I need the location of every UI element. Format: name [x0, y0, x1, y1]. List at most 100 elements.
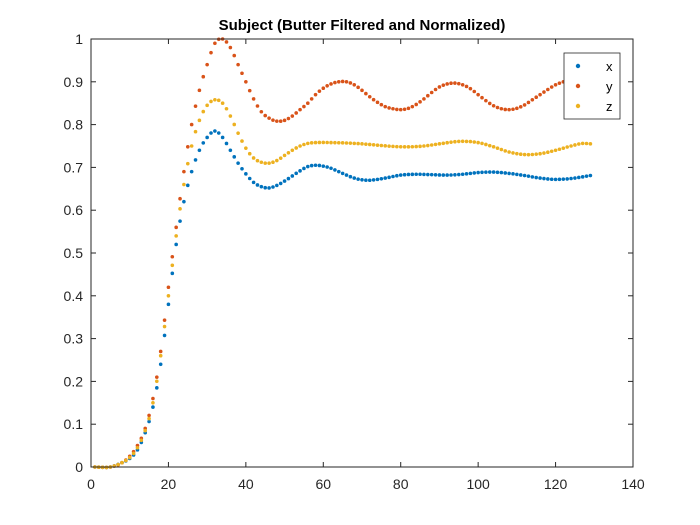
data-point: [480, 141, 484, 146]
data-point: [220, 135, 225, 140]
data-point: [406, 172, 411, 177]
data-point: [178, 219, 182, 223]
data-point: [302, 104, 306, 109]
data-point: [406, 145, 411, 149]
data-point: [503, 171, 508, 175]
data-point: [162, 318, 167, 322]
data-point: [476, 92, 480, 97]
data-point: [507, 150, 511, 154]
data-point: [259, 109, 264, 114]
legend-marker-x: [575, 63, 581, 69]
data-point: [538, 92, 542, 97]
y-tick-label: 0.6: [64, 202, 84, 218]
data-point: [240, 71, 244, 76]
data-point: [515, 151, 519, 156]
data-point: [232, 53, 237, 58]
data-point: [573, 176, 577, 180]
data-point: [294, 171, 298, 176]
data-point: [356, 141, 360, 146]
data-point: [499, 147, 504, 152]
data-point: [275, 183, 279, 188]
data-point: [340, 171, 345, 176]
data-point: [453, 173, 457, 177]
data-point: [429, 90, 434, 95]
data-point: [185, 161, 190, 166]
data-point: [379, 143, 384, 148]
data-point: [329, 82, 333, 86]
data-point: [271, 185, 275, 189]
data-point: [321, 86, 326, 91]
data-point: [515, 172, 519, 177]
data-point: [278, 119, 283, 123]
data-point: [395, 107, 399, 112]
data-point: [395, 144, 399, 149]
data-point: [306, 101, 310, 105]
data-point: [398, 144, 403, 149]
data-point: [263, 185, 268, 190]
data-point: [244, 146, 248, 150]
y-tick-label: 0.4: [64, 288, 84, 304]
data-point: [437, 142, 442, 146]
data-point: [391, 174, 395, 179]
data-point: [209, 99, 213, 104]
data-point: [170, 271, 175, 276]
data-point: [313, 163, 318, 168]
data-point: [553, 148, 558, 153]
data-point: [116, 462, 120, 467]
data-point: [530, 152, 535, 157]
legend-label-z: z: [606, 99, 613, 114]
data-point: [286, 150, 291, 155]
data-point: [418, 172, 422, 177]
legend-marker-z: [575, 103, 581, 109]
data-point: [275, 119, 279, 123]
data-point: [460, 83, 465, 87]
x-tick-label: 0: [87, 476, 95, 492]
data-point: [290, 174, 295, 178]
data-point: [588, 142, 593, 146]
data-point: [182, 199, 186, 204]
data-point: [189, 144, 194, 148]
data-point: [193, 129, 198, 134]
data-point: [282, 118, 287, 123]
data-point: [546, 177, 550, 181]
data-point: [371, 97, 376, 102]
data-point: [329, 140, 333, 145]
data-point: [294, 111, 298, 115]
data-point: [251, 97, 256, 101]
data-point: [247, 176, 252, 181]
data-point: [282, 153, 287, 158]
data-point: [286, 176, 291, 181]
data-point: [387, 175, 391, 180]
data-point: [348, 81, 353, 85]
data-point: [352, 83, 357, 87]
data-point: [402, 145, 407, 149]
data-point: [205, 62, 209, 67]
data-point: [240, 166, 244, 171]
data-point: [139, 438, 144, 443]
data-point: [553, 83, 558, 87]
data-point: [534, 95, 539, 100]
data-point: [565, 177, 569, 181]
data-point: [549, 85, 554, 89]
data-point: [491, 170, 496, 174]
data-point: [565, 145, 569, 149]
data-point: [383, 144, 388, 148]
data-point: [155, 379, 159, 384]
data-point: [325, 165, 329, 169]
legend-items: xyz: [575, 59, 613, 114]
data-point: [329, 166, 333, 171]
data-point: [170, 263, 175, 268]
data-point: [178, 196, 182, 201]
data-point: [147, 419, 151, 424]
y-tick-label: 0.9: [64, 74, 84, 90]
data-point: [441, 173, 446, 177]
data-point: [588, 173, 593, 178]
chart-title: Subject (Butter Filtered and Normalized): [219, 17, 506, 34]
data-point: [224, 40, 229, 44]
data-point: [402, 107, 407, 112]
data-point: [441, 83, 446, 87]
x-tick-label: 60: [315, 476, 331, 492]
data-point: [298, 107, 302, 112]
data-point: [259, 160, 264, 165]
